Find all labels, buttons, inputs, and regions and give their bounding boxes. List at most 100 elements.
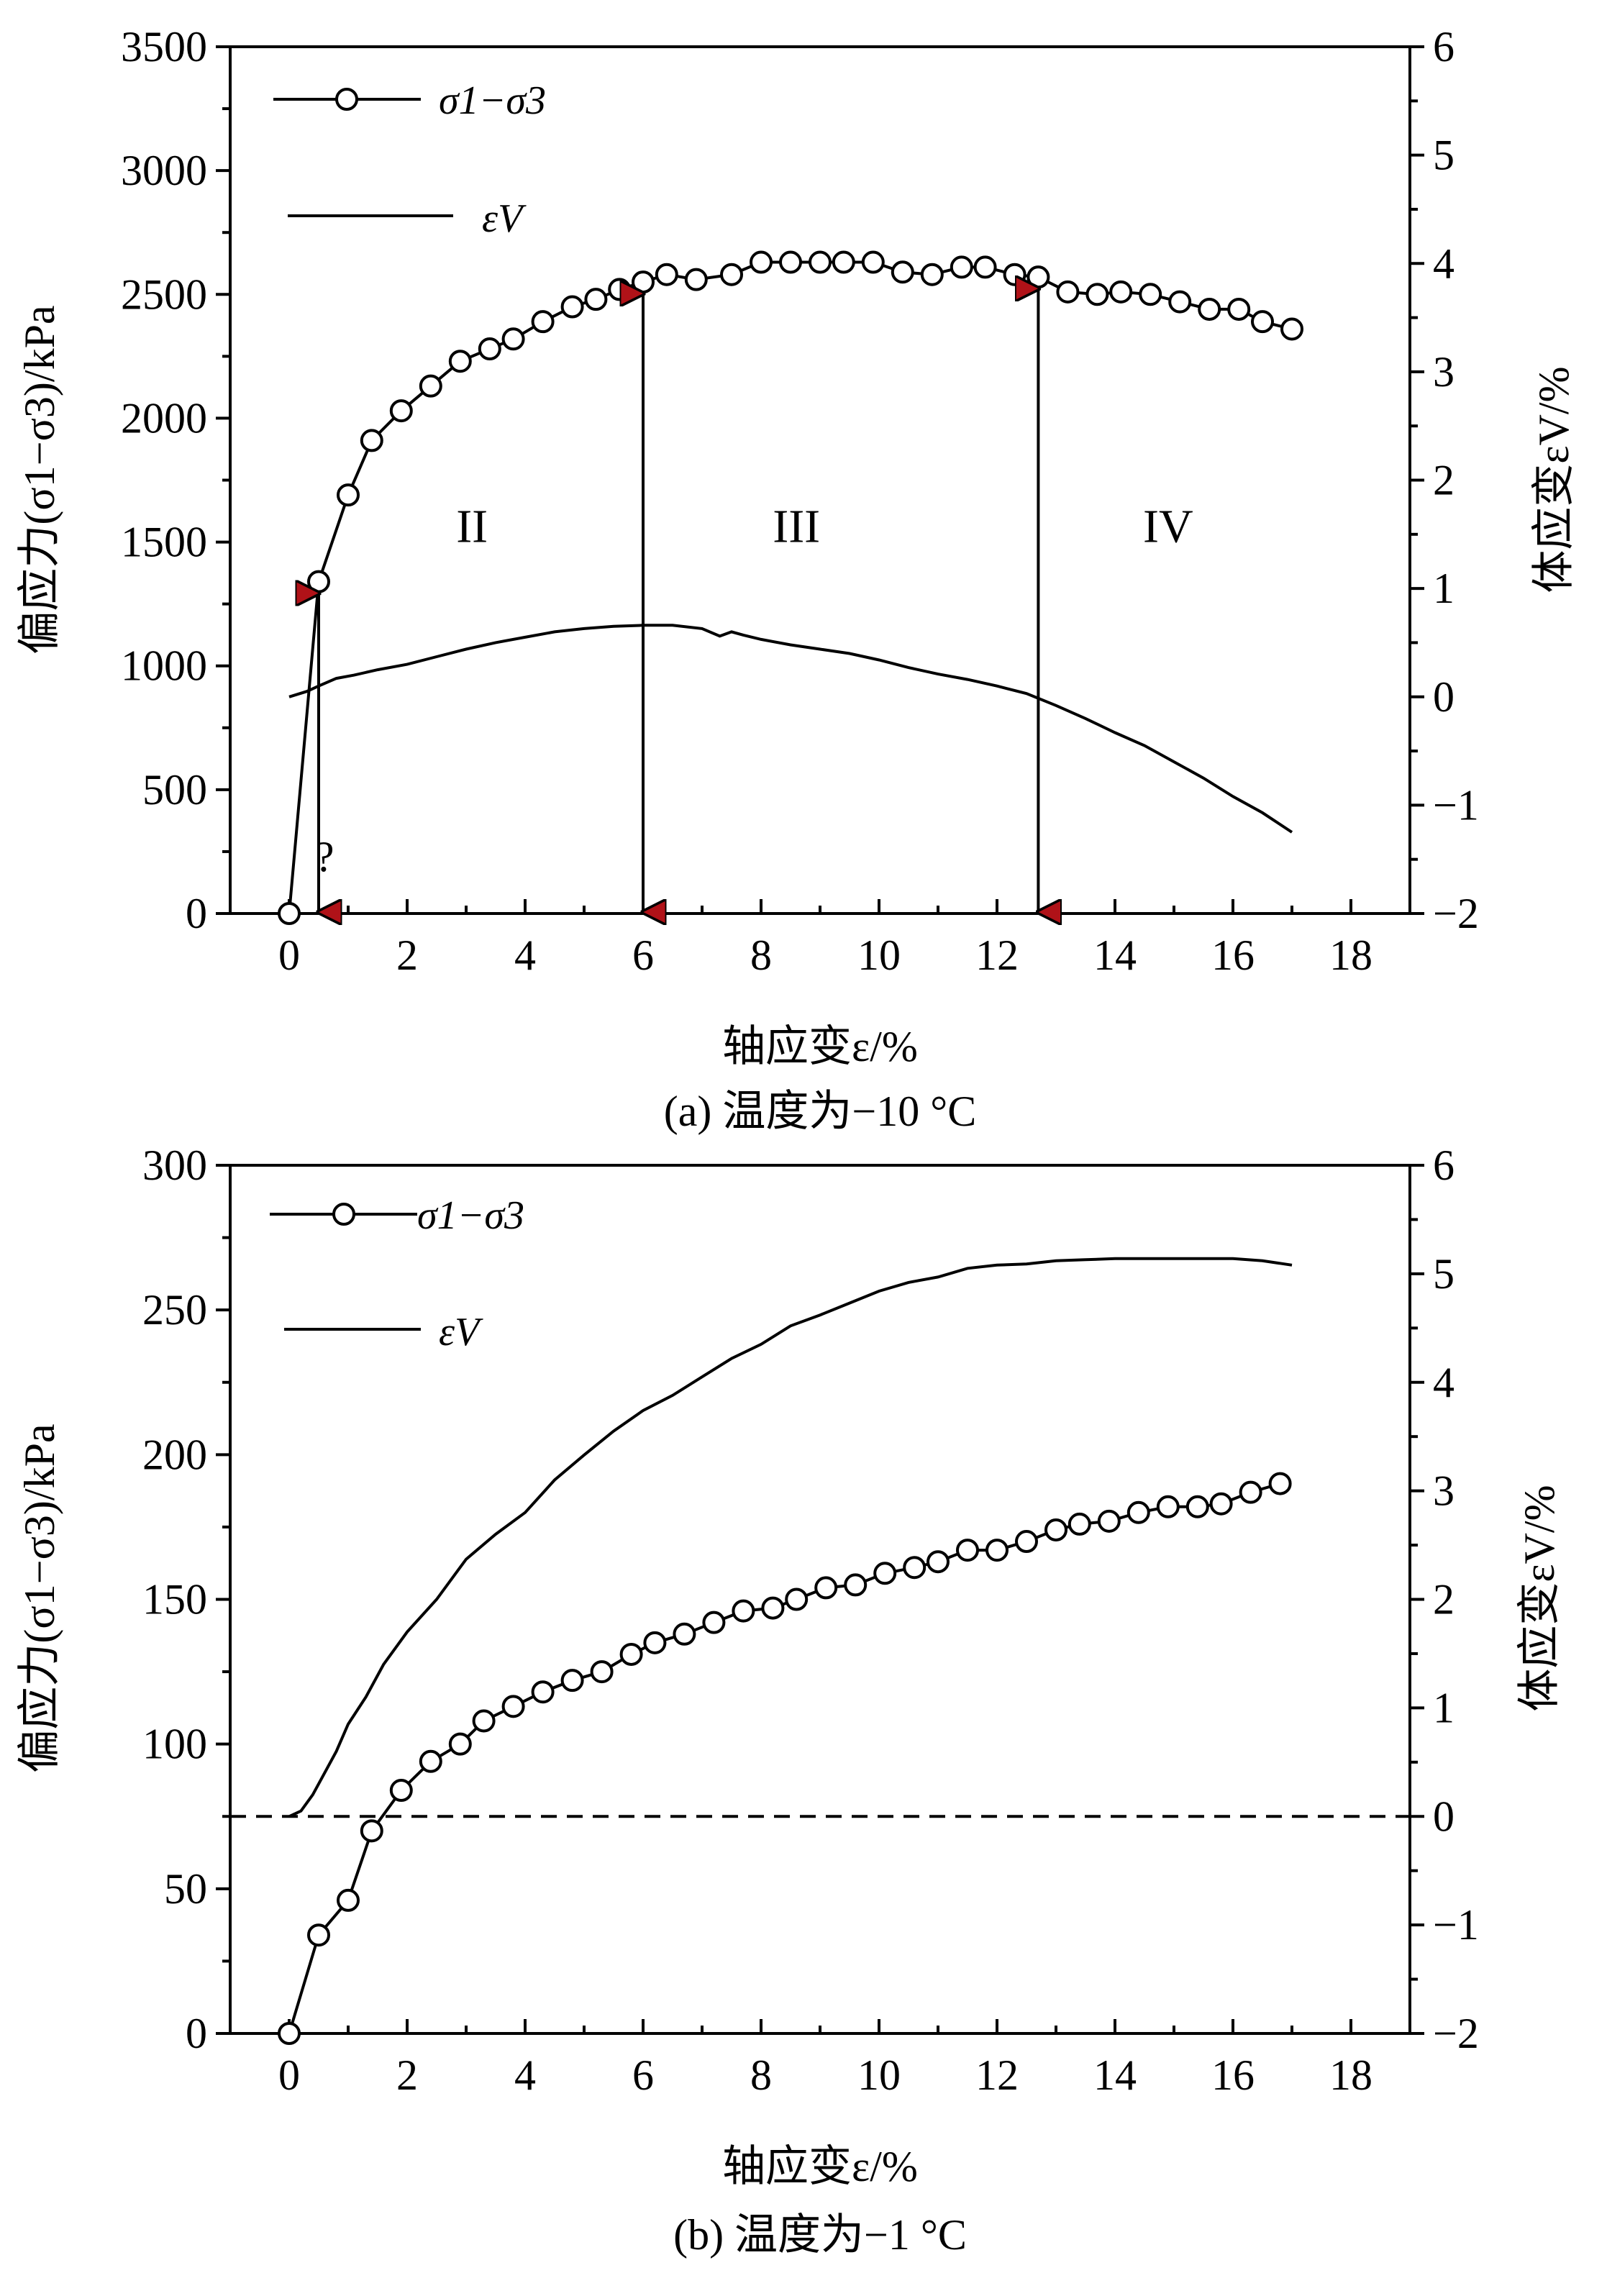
deviatoric-stress-line [288,260,1293,914]
data-point [832,250,855,274]
y-tick-label: 250 [142,1286,207,1334]
data-point [619,1642,643,1666]
question-mark-label: ? [315,833,334,880]
x-tick-label: 4 [514,931,536,979]
y2-tick-label: −2 [1433,890,1479,937]
data-point [419,1749,442,1773]
x-tick-label: 14 [1093,931,1137,979]
y-axis-title: 偏应力(σ1−σ3)/kPa [16,1423,63,1772]
data-point [1067,1512,1091,1536]
data-point [389,1779,413,1803]
data-point [814,1576,838,1600]
data-point [673,1622,696,1646]
data-point [472,1709,496,1733]
x-tick-label: 10 [857,931,901,979]
data-point [1026,265,1050,289]
x-tick-label: 2 [396,931,418,979]
data-point [608,278,632,301]
data-point [702,1611,726,1634]
y2-tick-label: 3 [1433,348,1455,396]
caption: (b) 温度为−1 °C [673,2211,967,2259]
x-tick-label: 6 [632,931,654,979]
data-point [278,2022,301,2045]
data-point [643,1631,667,1654]
x-tick-label: 16 [1211,931,1255,979]
data-point [1227,297,1251,321]
y-tick-label: 0 [186,2010,207,2057]
data-point [560,295,584,319]
data-point [956,1539,979,1562]
y-tick-label: 0 [186,890,207,937]
y2-tick-label: 5 [1433,1250,1455,1298]
y2-tick-label: 3 [1433,1467,1455,1515]
data-point [337,1888,360,1912]
x-tick-label: 18 [1329,2051,1372,2099]
x-tick-label: 4 [514,2051,536,2099]
legend: σ1−σ3 εV [273,78,546,241]
data-point [732,1599,755,1623]
data-point [419,374,442,398]
y-tick-label: 300 [142,1142,207,1189]
y2-tick-label: 0 [1433,1792,1455,1840]
data-point [501,1695,525,1718]
data-point [478,337,501,361]
y2-tick-label: 2 [1433,1576,1455,1623]
y2-tick-label: 5 [1433,132,1455,179]
y-tick-label: 3000 [121,147,207,194]
y-tick-label: 2500 [121,270,207,318]
data-point [1015,1530,1038,1554]
y2-tick-label: 1 [1433,1684,1455,1731]
data-point [1109,280,1133,304]
data-point [1168,290,1192,314]
data-point [1251,310,1274,334]
legend-marker-stress [335,88,358,111]
data-point [779,250,802,274]
data-point [891,260,914,284]
data-point [873,1562,897,1585]
data-point [1198,297,1221,321]
legend-label-stress: σ1−σ3 [417,1193,524,1238]
legend: σ1−σ3 εV [270,1193,524,1354]
data-point [927,1550,950,1574]
y2-tick-label: 1 [1433,565,1455,612]
data-point [1126,1500,1150,1524]
data-point [809,250,832,274]
y-tick-label: 50 [164,1865,207,1913]
data-point [278,902,301,925]
volumetric-strain-line [288,624,1293,834]
data-point [1268,1472,1292,1495]
x-axis-title: 轴应变ε/% [722,2143,918,2190]
panel-b: 0 2 4 6 8 10 12 14 16 18050100150200250300−2−1012… [16,1142,1563,2259]
data-point [307,1923,330,1947]
data-point [448,350,472,373]
data-point [1044,1518,1067,1541]
legend-marker-stress [332,1203,355,1226]
data-point [1280,317,1303,341]
y2-axis-title: 体应变εV/% [1530,366,1578,593]
data-point [761,1596,785,1620]
data-point [531,1680,555,1704]
x-axis-title: 轴应变ε/% [722,1023,918,1070]
x-tick-label: 8 [750,931,772,979]
data-point [360,429,383,452]
y-tick-label: 500 [142,766,207,814]
data-point [584,288,608,311]
x-tick-label: 12 [975,931,1019,979]
y2-tick-label: 2 [1433,457,1455,504]
data-point [448,1732,472,1756]
x-tick-label: 18 [1329,931,1372,979]
y-tick-label: 200 [142,1431,207,1478]
data-point [861,250,885,274]
y2-axis-title: 体应变εV/% [1516,1485,1563,1711]
data-point [632,270,655,294]
x-tick-label: 16 [1211,2051,1255,2099]
plot-frame [229,1164,1411,2035]
data-point [950,255,973,279]
y2-tick-label: −1 [1433,781,1479,829]
data-point [720,263,743,286]
data-point [560,1669,584,1693]
x-tick-label: 2 [396,2051,418,2099]
y-tick-label: 1500 [121,519,207,566]
data-point [785,1587,809,1611]
data-point [985,1539,1009,1562]
